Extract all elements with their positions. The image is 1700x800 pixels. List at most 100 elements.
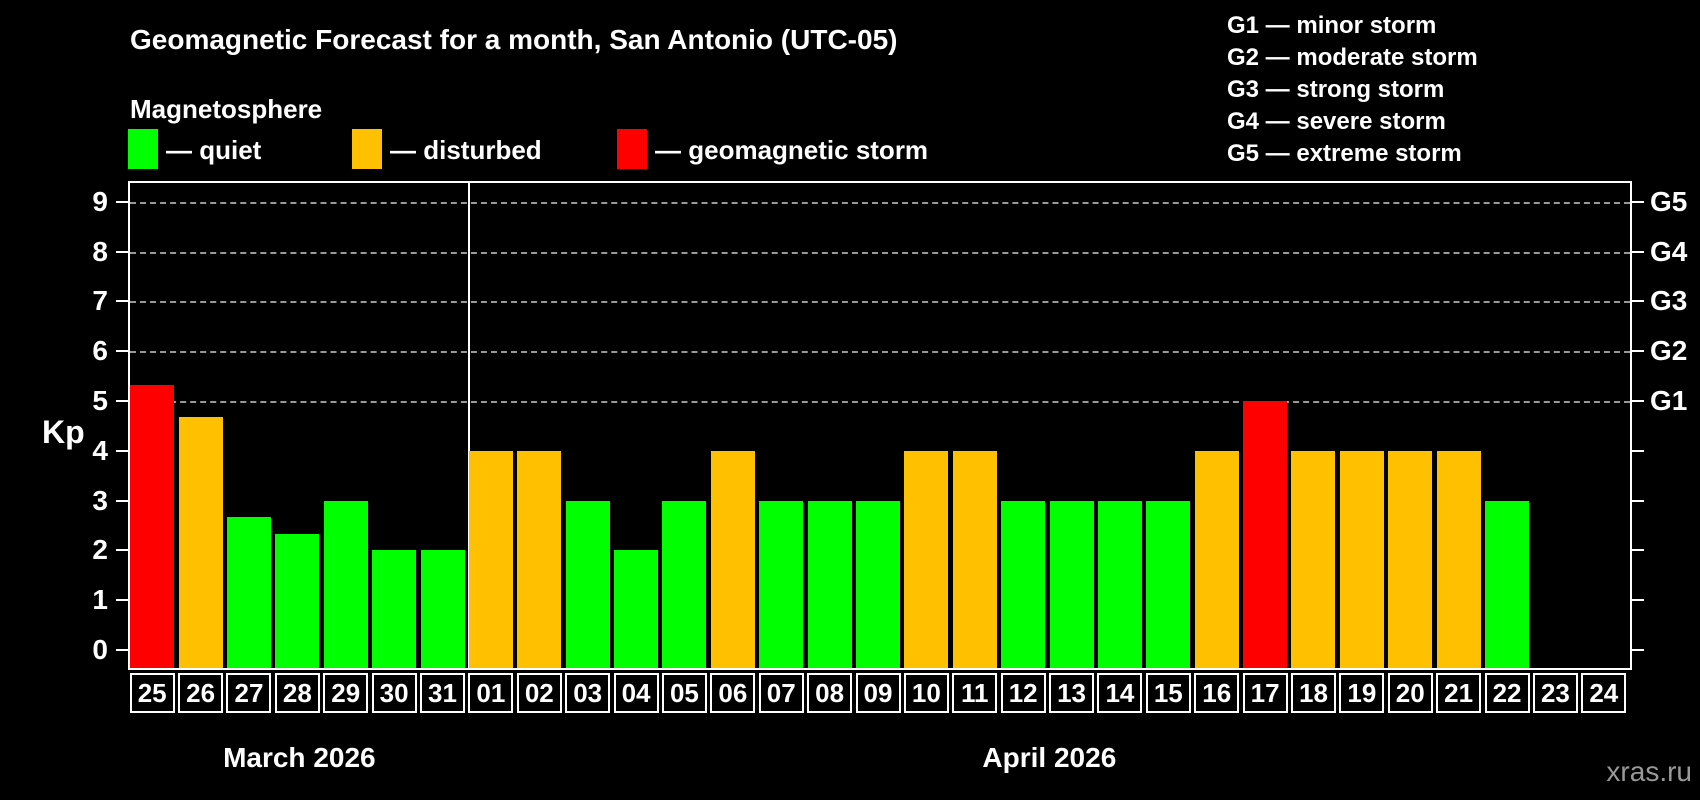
left-tick-9 [116, 200, 128, 203]
legend-label: — quiet [166, 135, 262, 165]
kp-tick-label-2: 2 [92, 534, 108, 566]
month-label: March 2026 [223, 742, 376, 773]
date-cell-30: 30 [371, 673, 417, 713]
right-tick-5 [1632, 400, 1644, 402]
gridline-kp9 [130, 201, 1630, 204]
kp-bar-07 [759, 500, 804, 668]
kp-bar-29 [323, 500, 368, 668]
kp-bar-04 [614, 550, 659, 668]
g-scale-line: G4 — severe storm [1227, 108, 1446, 135]
date-cell-10: 10 [903, 673, 949, 713]
gridline-kp8 [130, 251, 1630, 254]
date-cell-08: 08 [807, 673, 853, 713]
kp-bar-08 [807, 500, 852, 668]
kp-axis-title: Kp [42, 414, 85, 450]
left-tick-6 [116, 350, 128, 353]
right-tick-8 [1632, 250, 1644, 253]
kp-bar-19 [1339, 450, 1384, 668]
g-scale-line: G3 — strong storm [1227, 76, 1445, 103]
kp-bar-11 [952, 450, 997, 668]
g-level-label-G4: G4 [1650, 235, 1688, 267]
legend-swatch-storm [617, 129, 647, 169]
left-tick-7 [116, 300, 128, 303]
legend-swatch-disturbed [352, 129, 382, 169]
month-label: April 2026 [982, 742, 1117, 773]
kp-tick-label-4: 4 [92, 434, 108, 466]
kp-bar-01 [468, 450, 513, 668]
date-cell-27: 27 [226, 673, 272, 713]
kp-tick-label-3: 3 [92, 484, 108, 516]
kp-bar-17 [1243, 401, 1288, 668]
kp-tick-label-6: 6 [92, 335, 108, 367]
kp-tick-label-0: 0 [92, 634, 108, 665]
kp-bar-30 [372, 550, 417, 668]
chart-subtitle: Magnetosphere [130, 94, 323, 124]
kp-bar-13 [1049, 500, 1094, 668]
kp-bar-12 [1001, 500, 1046, 668]
date-cell-13: 13 [1049, 673, 1095, 713]
kp-bar-10 [904, 450, 949, 668]
kp-bar-22 [1485, 500, 1530, 668]
date-cell-09: 09 [855, 673, 901, 713]
plot-area [128, 181, 1632, 670]
date-cell-17: 17 [1242, 673, 1288, 713]
gridline-kp7 [130, 301, 1630, 304]
status-legend: — quiet — disturbed — geomagnetic storm [128, 128, 1028, 170]
date-cell-21: 21 [1436, 673, 1482, 713]
right-tick-2 [1632, 549, 1644, 552]
date-cell-22: 22 [1484, 673, 1530, 713]
date-cell-14: 14 [1097, 673, 1143, 713]
legend-label: — geomagnetic storm [655, 135, 929, 165]
gridline-kp5 [130, 401, 1630, 403]
left-tick-8 [116, 250, 128, 253]
date-cell-19: 19 [1339, 673, 1385, 713]
kp-bar-27 [226, 517, 271, 668]
legend-label: — disturbed [390, 135, 542, 165]
left-tick-4 [116, 449, 128, 452]
date-cell-12: 12 [1000, 673, 1046, 713]
left-tick-5 [116, 400, 128, 402]
g-scale-line: G5 — extreme storm [1227, 140, 1462, 167]
date-cell-24: 24 [1581, 673, 1627, 713]
g-scale-line: G2 — moderate storm [1227, 44, 1478, 71]
date-cell-01: 01 [468, 673, 514, 713]
left-tick-0 [116, 649, 128, 651]
date-cell-06: 06 [710, 673, 756, 713]
date-cell-25: 25 [129, 673, 175, 713]
left-tick-1 [116, 599, 128, 602]
date-cell-03: 03 [565, 673, 611, 713]
kp-bar-03 [565, 500, 610, 668]
g-scale-line: G1 — minor storm [1227, 12, 1437, 39]
kp-bar-31 [420, 550, 465, 668]
date-cell-20: 20 [1387, 673, 1433, 713]
right-tick-3 [1632, 499, 1644, 502]
right-tick-4 [1632, 449, 1644, 452]
g-level-label-G3: G3 [1650, 285, 1688, 317]
kp-tick-label-1: 1 [92, 584, 108, 616]
kp-tick-label-9: 9 [92, 185, 108, 217]
month-divider [467, 183, 470, 668]
kp-bar-25 [130, 384, 175, 668]
gridline-kp6 [130, 351, 1630, 354]
kp-bar-14 [1097, 500, 1142, 668]
kp-bar-05 [662, 500, 707, 668]
watermark: xras.ru [1606, 756, 1692, 787]
date-cell-26: 26 [178, 673, 224, 713]
kp-bar-28 [275, 533, 320, 668]
date-cell-28: 28 [274, 673, 320, 713]
kp-bar-02 [517, 450, 562, 668]
left-tick-3 [116, 499, 128, 502]
kp-bar-09 [856, 500, 900, 668]
date-cell-04: 04 [613, 673, 659, 713]
right-tick-1 [1632, 599, 1644, 602]
kp-bar-20 [1388, 450, 1433, 668]
date-cell-29: 29 [323, 673, 369, 713]
right-tick-7 [1632, 300, 1644, 303]
date-cell-02: 02 [516, 673, 562, 713]
date-cell-05: 05 [661, 673, 707, 713]
legend-swatch-quiet [128, 129, 158, 169]
kp-bar-06 [710, 450, 755, 668]
left-tick-2 [116, 549, 128, 552]
right-tick-9 [1632, 200, 1644, 203]
right-tick-6 [1632, 350, 1644, 353]
